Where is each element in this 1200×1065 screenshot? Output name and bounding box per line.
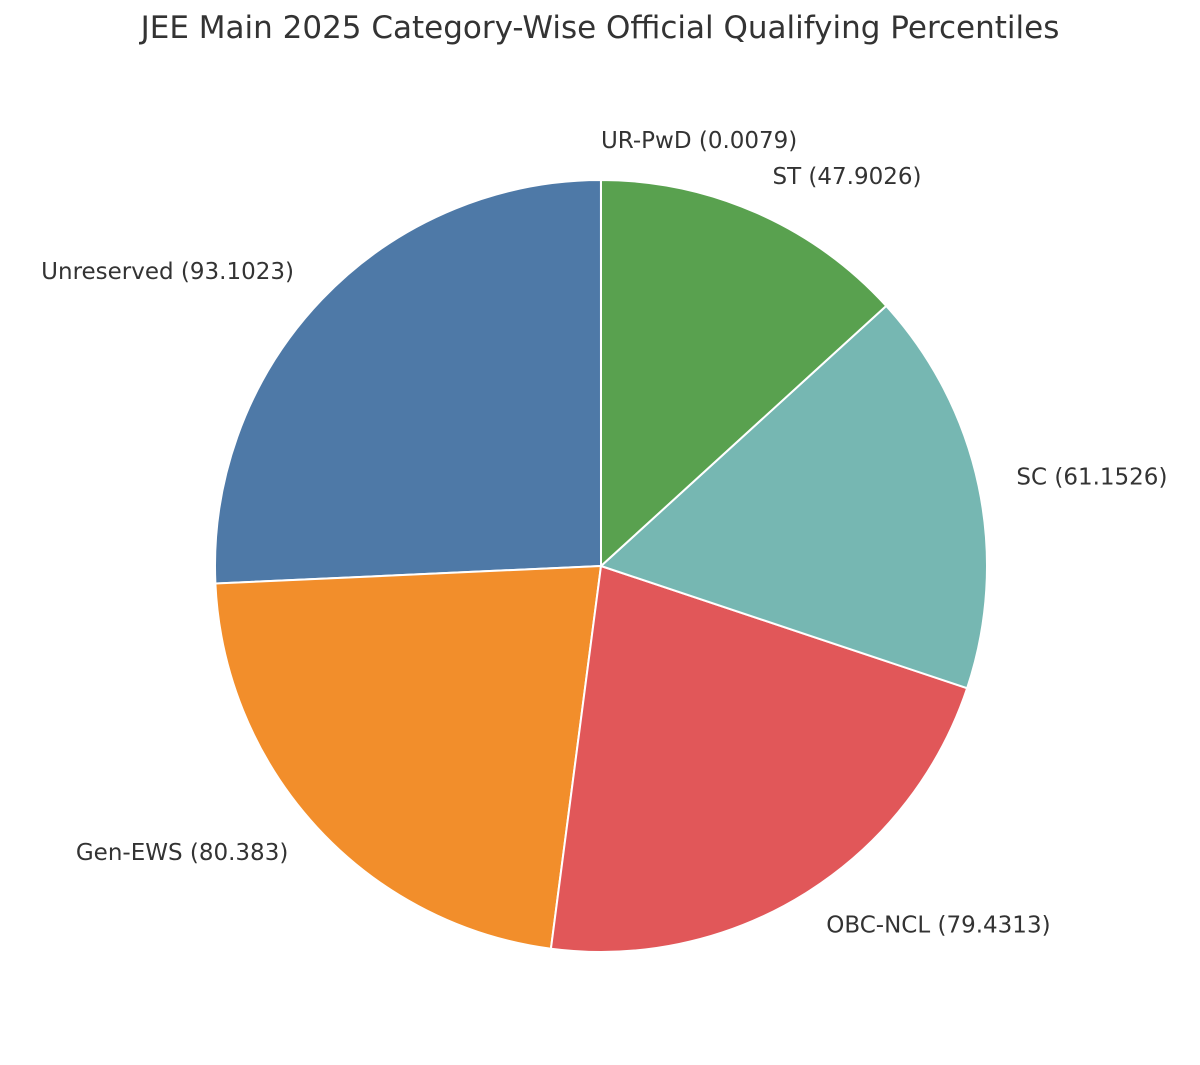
pie-label-sc: SC (61.1526) — [1016, 465, 1167, 491]
chart-title: JEE Main 2025 Category-Wise Official Qua… — [140, 10, 1060, 46]
pie-label-obc-ncl: OBC-NCL (79.4313) — [826, 912, 1050, 938]
pie-label-ur-pwd: UR-PwD (0.0079) — [601, 128, 797, 154]
pie-labels: UR-PwD (0.0079) Unreserved (93.1023) Gen-E… — [41, 128, 1167, 939]
pie-slice-sc — [599, 304, 988, 690]
pie-slices — [214, 178, 988, 953]
pie-label-gen-ews: Gen-EWS (80.383) — [76, 840, 288, 866]
pie-label-unreserved: Unreserved (93.1023) — [41, 259, 294, 285]
pie-slice-gen-ews — [214, 564, 603, 950]
pie-slice-obc-ncl — [549, 564, 969, 953]
pie-slice-unreserved — [214, 178, 603, 585]
pie-slice-st — [600, 178, 888, 569]
pie-label-st: ST (47.9026) — [772, 164, 921, 190]
